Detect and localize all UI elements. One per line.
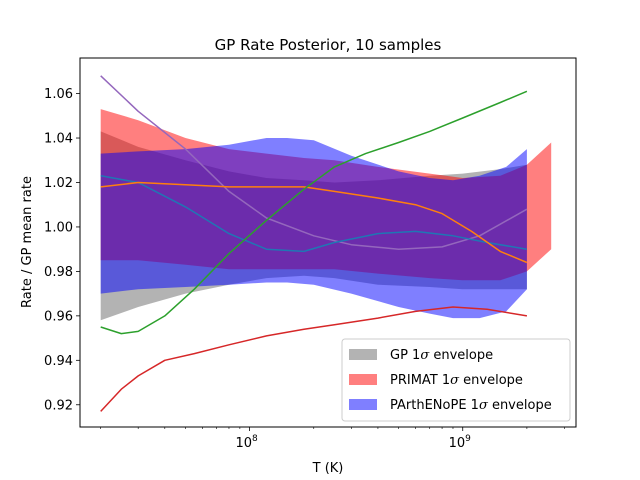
band-2 <box>100 138 527 319</box>
y-tick-label: 1.00 <box>44 220 73 235</box>
series-line-2 <box>100 181 528 264</box>
legend-swatch-1 <box>349 374 377 385</box>
series-line-3 <box>100 90 528 335</box>
chart-title: GP Rate Posterior, 10 samples <box>215 36 442 54</box>
legend-label-0: GP 1σ envelope <box>390 348 493 363</box>
y-tick-label: 1.02 <box>44 176 73 191</box>
legend: GP 1σ envelope PRIMAT 1σ envelope PArthENo… <box>341 338 571 422</box>
y-tick-label: 0.98 <box>44 265 73 280</box>
legend-swatch-2 <box>349 399 377 410</box>
series-line-0 <box>100 75 528 250</box>
y-tick-label: 0.94 <box>44 354 73 369</box>
legend-label-1: PRIMAT 1σ envelope <box>390 373 523 388</box>
y-tick-label: 1.06 <box>44 87 73 102</box>
y-tick-label: 0.96 <box>44 309 73 324</box>
series-line-1 <box>100 175 528 253</box>
y-axis-label: Rate / GP mean rate <box>20 176 35 308</box>
series-line-4 <box>100 306 528 412</box>
legend-box <box>341 338 571 422</box>
bands-layer <box>100 109 552 321</box>
lines-layer <box>100 75 528 412</box>
legend-label-2: PArthENoPE 1σ envelope <box>390 398 552 413</box>
legend-swatch-0 <box>349 349 377 360</box>
y-tick-label: 1.04 <box>44 132 73 147</box>
x-axis-label: T (K) <box>312 461 344 476</box>
y-tick-label: 0.92 <box>44 398 73 413</box>
plot-frame <box>79 57 577 428</box>
